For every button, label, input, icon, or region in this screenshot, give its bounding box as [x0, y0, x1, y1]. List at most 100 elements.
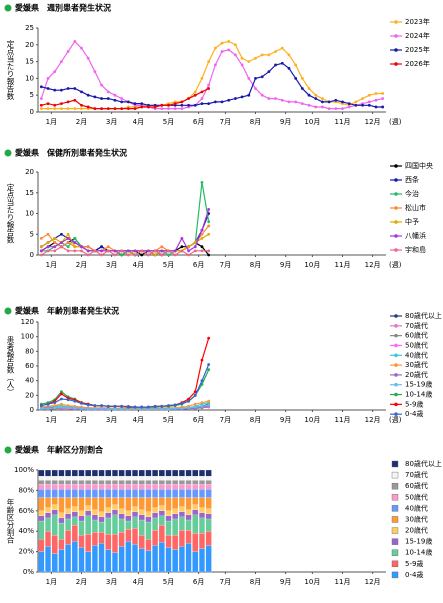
- point: [167, 249, 170, 253]
- y-tick-label: 10: [25, 74, 34, 82]
- bar-segment: [38, 476, 45, 481]
- point: [334, 107, 338, 111]
- point: [160, 407, 164, 411]
- point: [307, 87, 311, 90]
- bar-segment: [112, 469, 118, 477]
- legend-label: 15-19歳: [405, 537, 432, 546]
- bar-segment: [152, 476, 159, 481]
- point: [361, 97, 364, 100]
- point: [140, 105, 144, 109]
- legend-marker: [394, 62, 398, 66]
- bar-segment: [138, 509, 145, 515]
- point: [207, 232, 211, 236]
- x-tick-label: 11月: [335, 118, 351, 126]
- bar-segment: [132, 544, 138, 573]
- bar-segment: [78, 497, 85, 511]
- point: [227, 40, 231, 43]
- point: [260, 75, 264, 79]
- legend-label: 2024年: [405, 31, 430, 40]
- point: [374, 98, 378, 102]
- x-tick-label: 2月: [76, 578, 87, 586]
- point: [53, 88, 57, 92]
- bar-segment: [172, 469, 179, 477]
- point: [213, 46, 217, 50]
- bar-segment: [98, 469, 105, 477]
- point: [106, 90, 110, 94]
- bar-segment: [112, 476, 118, 481]
- point: [46, 107, 50, 111]
- y-tick-label: 0: [30, 406, 34, 414]
- legend-label: 今治: [405, 189, 419, 198]
- point: [106, 249, 110, 253]
- point: [46, 245, 50, 249]
- bar-segment: [105, 507, 112, 513]
- bar-segment: [51, 476, 58, 481]
- point: [153, 407, 157, 411]
- point: [46, 407, 50, 410]
- bar-segment: [91, 497, 98, 510]
- point: [200, 77, 204, 80]
- legend-label: 80歳代以上: [405, 311, 442, 320]
- point: [200, 245, 204, 249]
- bar-segment: [45, 489, 51, 498]
- bar-segment: [85, 476, 92, 481]
- bar-segment: [98, 511, 105, 518]
- point: [300, 102, 304, 105]
- bar-segment: [51, 514, 58, 536]
- bar-segment: [165, 476, 172, 481]
- point: [187, 253, 190, 257]
- bar-segment: [138, 484, 145, 490]
- bar-segment: [85, 469, 92, 477]
- legend-label: 40歳代: [405, 350, 428, 359]
- legend-marker: [394, 324, 398, 328]
- legend-marker: [394, 48, 398, 52]
- bar-segment: [78, 535, 85, 548]
- point: [147, 249, 150, 253]
- point: [46, 77, 50, 80]
- bar-segment: [45, 517, 51, 532]
- bar-segment: [125, 510, 132, 516]
- x-tick-label: 7月: [220, 578, 231, 586]
- bar-segment: [125, 480, 132, 485]
- bar-segment: [112, 509, 118, 515]
- bar-segment: [172, 480, 179, 485]
- bar-segment: [199, 548, 205, 573]
- bar-segment: [178, 469, 185, 477]
- x-tick-label: 7月: [220, 261, 231, 269]
- point: [234, 97, 237, 100]
- point: [167, 103, 170, 107]
- bar-segment: [125, 469, 132, 477]
- point: [314, 105, 318, 109]
- point: [280, 46, 284, 50]
- bar-segment: [65, 476, 72, 481]
- point: [227, 98, 231, 102]
- bar-segment: [178, 516, 185, 531]
- bar-segment: [71, 476, 78, 481]
- bar-segment: [112, 504, 118, 510]
- bar-segment: [85, 505, 92, 511]
- point: [314, 93, 318, 97]
- bar-segment: [172, 497, 179, 509]
- bar-segment: [65, 484, 72, 490]
- point: [327, 107, 331, 111]
- point: [207, 102, 211, 105]
- bar-segment: [58, 489, 65, 498]
- point: [207, 336, 211, 340]
- bar-segment: [192, 476, 199, 481]
- bar-segment: [192, 514, 199, 534]
- bar-segment: [185, 484, 192, 490]
- bar-segment: [138, 497, 145, 510]
- bar-segment: [45, 484, 51, 490]
- x-tick-label: 2月: [76, 118, 87, 126]
- bar-segment: [118, 518, 125, 533]
- point: [133, 253, 137, 257]
- point: [200, 249, 204, 253]
- legend-label: 30歳代: [405, 514, 428, 523]
- point: [167, 407, 170, 411]
- bar-segment: [165, 520, 172, 536]
- point: [126, 253, 130, 257]
- series-line: [40, 40, 383, 110]
- point: [80, 407, 83, 410]
- bar-segment: [112, 480, 118, 485]
- point: [274, 97, 277, 100]
